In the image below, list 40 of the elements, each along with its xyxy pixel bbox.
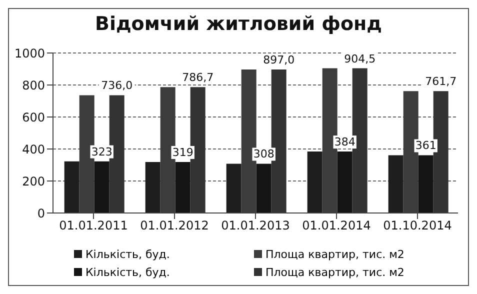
legend-entry: Площа квартир, тис. м2 bbox=[254, 245, 434, 263]
bar bbox=[307, 152, 322, 213]
data-label: 897,0 bbox=[263, 53, 295, 66]
bar bbox=[226, 164, 242, 213]
data-label: 323 bbox=[91, 145, 112, 158]
data-label: 904,5 bbox=[344, 52, 376, 66]
legend-entry: Кількість, буд. bbox=[74, 263, 254, 281]
legend-label: Кількість, буд. bbox=[86, 266, 170, 278]
y-tick-label: 400 bbox=[22, 142, 45, 156]
data-label: 361 bbox=[415, 139, 436, 152]
data-label: 319 bbox=[172, 146, 194, 159]
chart-title: Відомчий житловий фонд bbox=[94, 12, 384, 37]
y-tick-label: 600 bbox=[22, 110, 45, 124]
data-label: 736,0 bbox=[101, 79, 133, 92]
bar bbox=[388, 155, 404, 213]
legend-label: Площа квартир, тис. м2 bbox=[266, 266, 404, 278]
y-tick-label: 1000 bbox=[14, 46, 45, 60]
y-tick-label: 0 bbox=[37, 206, 45, 220]
bar bbox=[145, 162, 160, 213]
y-tick-label: 800 bbox=[22, 78, 45, 92]
bar bbox=[94, 161, 110, 213]
legend-label: Кількість, буд. bbox=[86, 248, 170, 260]
x-tick-label: 01.01.2013 bbox=[221, 218, 290, 233]
x-tick-label: 01.01.2011 bbox=[59, 218, 128, 233]
data-label: 308 bbox=[253, 148, 274, 161]
legend-entry: Площа квартир, тис. м2 bbox=[254, 263, 434, 281]
y-tick-label: 200 bbox=[22, 174, 45, 188]
bar bbox=[256, 164, 272, 213]
bar bbox=[175, 162, 190, 213]
legend-entry: Кількість, буд. bbox=[74, 245, 254, 263]
x-tick-label: 01.01.2012 bbox=[140, 218, 209, 233]
x-tick-label: 01.10.2014 bbox=[383, 218, 452, 233]
legend-label: Площа квартир, тис. м2 bbox=[266, 248, 404, 260]
x-tick-label: 01.01.2014 bbox=[302, 218, 371, 233]
bar bbox=[337, 152, 352, 213]
data-label: 761,7 bbox=[425, 75, 457, 88]
data-label: 786,7 bbox=[182, 71, 214, 84]
bar bbox=[418, 155, 434, 213]
data-label: 384 bbox=[334, 136, 356, 149]
bar bbox=[64, 161, 80, 213]
